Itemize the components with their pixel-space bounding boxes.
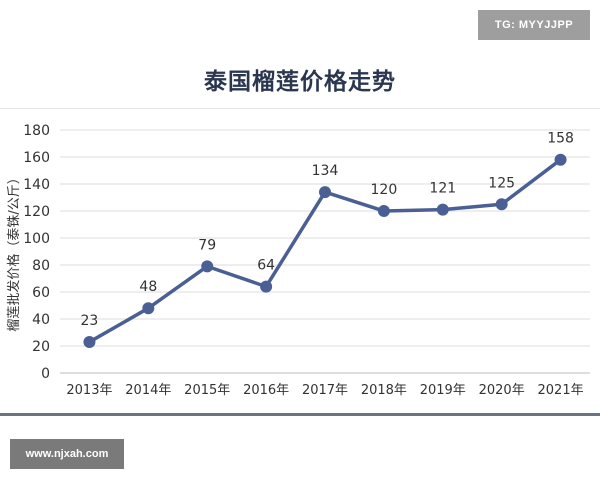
y-tick-label: 100 — [23, 231, 50, 247]
y-tick-label: 140 — [23, 177, 50, 193]
data-point — [201, 260, 214, 273]
chart-frame — [0, 108, 600, 416]
data-label: 79 — [198, 237, 216, 253]
x-tick-label: 2014年 — [125, 383, 171, 398]
x-tick-label: 2016年 — [243, 383, 289, 398]
y-tick-label: 0 — [41, 366, 50, 382]
y-tick-label: 20 — [32, 339, 50, 355]
x-tick-label: 2020年 — [479, 383, 525, 398]
chart-title: 泰国榴莲价格走势 — [204, 69, 396, 95]
y-tick-label: 160 — [23, 150, 50, 166]
y-tick-label: 180 — [23, 123, 50, 139]
data-label: 158 — [547, 131, 574, 147]
data-point — [260, 280, 273, 293]
data-label: 64 — [257, 258, 275, 274]
data-point — [142, 302, 155, 315]
y-tick-label: 40 — [32, 312, 50, 328]
data-label: 125 — [488, 175, 515, 191]
data-point — [319, 186, 331, 199]
data-label: 48 — [139, 279, 157, 295]
tg-watermark: TG: MYYJJPP — [478, 10, 590, 40]
x-tick-label: 2017年 — [302, 383, 348, 398]
x-tick-label: 2015年 — [184, 383, 230, 398]
data-point — [554, 153, 567, 166]
x-tick-label: 2019年 — [420, 383, 466, 398]
data-label: 23 — [81, 313, 99, 329]
data-label: 134 — [312, 163, 339, 179]
x-tick-label: 2013年 — [66, 383, 112, 398]
y-tick-label: 120 — [23, 204, 50, 220]
data-point — [495, 198, 508, 211]
data-label: 121 — [429, 181, 456, 197]
y-tick-label: 80 — [32, 258, 50, 274]
x-tick-label: 2021年 — [538, 383, 584, 398]
y-axis-label: 榴莲批发价格（泰铢/公斤） — [6, 171, 22, 331]
site-watermark: www.njxah.com — [10, 439, 124, 469]
x-tick-label: 2018年 — [361, 383, 407, 398]
y-tick-label: 60 — [32, 285, 50, 301]
data-label: 120 — [371, 182, 398, 198]
data-point — [436, 203, 449, 216]
data-point — [377, 205, 390, 217]
data-point — [83, 335, 96, 348]
